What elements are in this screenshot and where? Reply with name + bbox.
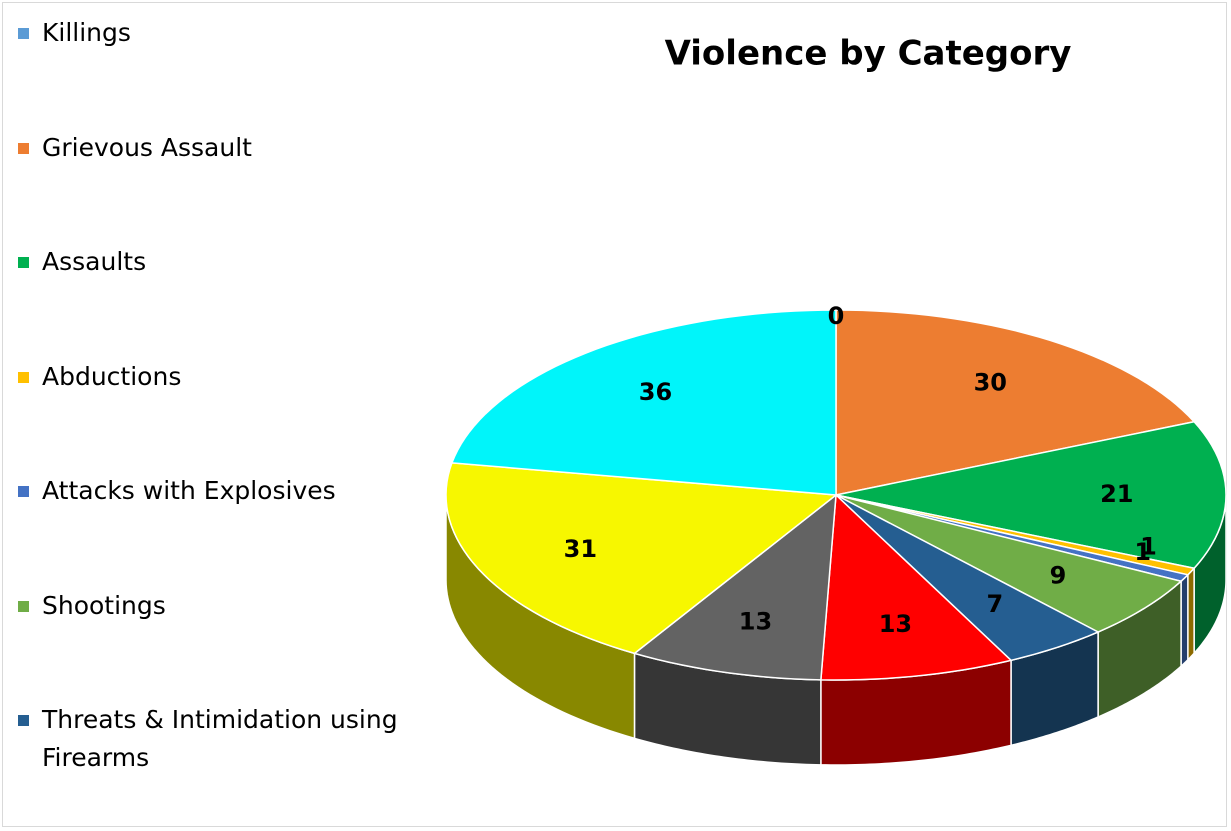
slice [835,494,1100,662]
data-label: 1 [1134,538,1151,566]
legend-item: Assaults [18,243,428,281]
legend-item: Attacks with Explosives [18,472,428,510]
legend-swatch [18,28,29,39]
slice [835,309,1196,496]
slice [835,494,1183,633]
data-label: 21 [1100,480,1133,508]
slice [632,493,837,681]
legend-label: Attacks with Explosives [42,476,336,505]
slice [820,493,1013,681]
legend-item: Abductions [18,358,428,396]
legend-swatch [18,600,29,612]
legend-swatch [18,371,29,383]
legend-label: Assaults [42,247,147,276]
data-label: 13 [739,608,772,636]
pie-tops [445,309,1227,681]
legend-label: Shootings [42,590,166,620]
legend-swatch [18,142,29,154]
data-label: 31 [564,535,597,563]
slice-side [1187,566,1195,662]
slice [835,420,1227,570]
chart-title: Violence by Category [665,34,1072,74]
legend-label: Killings [42,18,131,47]
data-label: 1 [1140,532,1157,560]
data-label: 7 [986,590,1003,618]
data-label: 9 [1050,562,1067,590]
data-label: 13 [879,610,912,638]
data-label: 0 [828,302,845,330]
legend-label: Grievous Assault [42,132,252,162]
legend-item: Killings [18,14,428,52]
legend-item: Grievous Assault [18,129,428,167]
slice [445,462,838,655]
data-label: 36 [639,378,672,406]
legend-item: Shootings [18,587,428,625]
slice-side [1180,573,1189,668]
data-label: 30 [974,369,1007,397]
legend-item: Threats & Intimidation using Firearms [18,701,428,777]
slice [450,309,837,496]
legend-swatch [18,715,29,726]
legend-swatch [18,486,29,497]
legend-label: Abductions [42,361,182,391]
legend-label: Threats & Intimidation using Firearms [42,705,398,772]
legend-swatch [18,257,29,268]
